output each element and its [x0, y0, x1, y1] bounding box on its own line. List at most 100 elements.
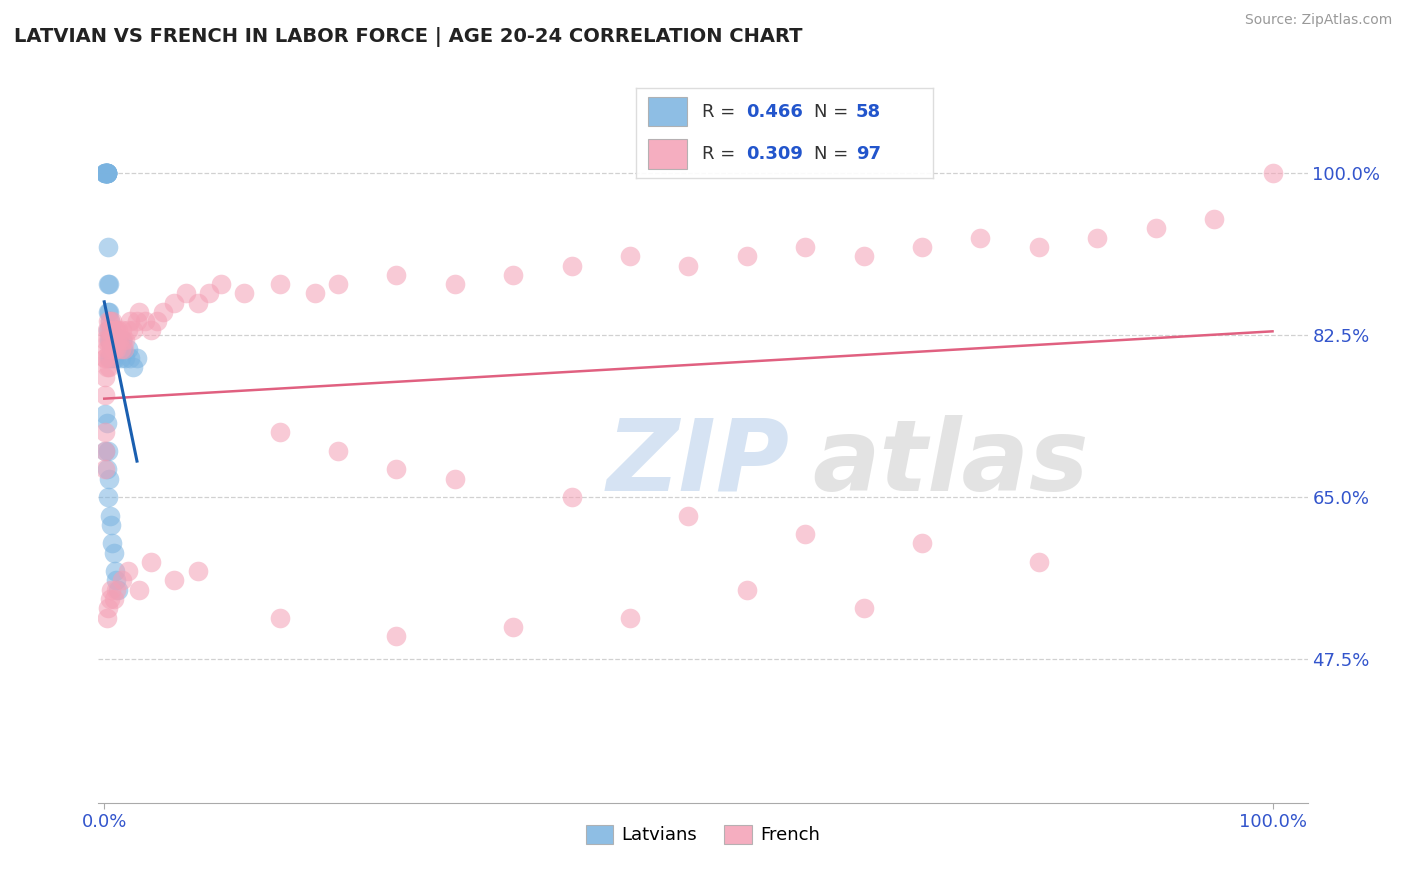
Point [735, 582, 758, 597]
Point [94, 166, 117, 180]
Point [108, 333, 131, 347]
Point [96, 610, 118, 624]
Text: LATVIAN VS FRENCH IN LABOR FORCE | AGE 20-24 CORRELATION CHART: LATVIAN VS FRENCH IN LABOR FORCE | AGE 2… [14, 27, 803, 46]
Point [94, 407, 117, 421]
Point [502, 620, 524, 634]
Point [97, 360, 120, 375]
Point [103, 592, 125, 607]
Point [96, 166, 118, 180]
Point [117, 342, 139, 356]
Point [97, 277, 120, 291]
Point [97, 305, 120, 319]
Point [97, 323, 120, 337]
Point [107, 582, 129, 597]
Point [114, 333, 136, 347]
Point [98, 314, 121, 328]
Point [1261, 166, 1284, 180]
Point [969, 231, 991, 245]
Point [134, 314, 156, 328]
Point [107, 333, 129, 347]
Point [97, 323, 120, 337]
Point [735, 249, 758, 263]
Point [103, 333, 125, 347]
Point [794, 240, 817, 254]
Point [1028, 240, 1050, 254]
Point [94, 166, 117, 180]
Point [502, 268, 524, 282]
Point [101, 536, 124, 550]
Point [304, 286, 326, 301]
Point [104, 342, 127, 356]
Point [97, 472, 120, 486]
Point [98, 333, 121, 347]
Point [98, 351, 121, 366]
Point [678, 508, 700, 523]
Point [103, 351, 125, 366]
Point [97, 342, 120, 356]
Point [100, 517, 122, 532]
Point [110, 342, 132, 356]
Point [94, 351, 117, 366]
Point [139, 323, 162, 337]
Point [104, 333, 127, 347]
Point [96, 166, 118, 180]
Point [97, 240, 120, 254]
Point [96, 166, 118, 180]
Point [118, 351, 141, 366]
Point [152, 305, 174, 319]
Point [111, 574, 134, 588]
Point [326, 443, 349, 458]
Point [111, 333, 134, 347]
Point [128, 582, 150, 597]
Point [96, 166, 118, 180]
Point [100, 342, 122, 356]
Point [209, 277, 232, 291]
Point [118, 314, 141, 328]
Point [104, 351, 127, 366]
Point [100, 342, 122, 356]
Point [97, 351, 120, 366]
Point [100, 323, 122, 337]
Point [187, 564, 209, 578]
Point [94, 388, 117, 402]
Point [94, 166, 117, 180]
Point [96, 166, 118, 180]
Point [108, 342, 131, 356]
Point [385, 629, 408, 643]
Point [174, 286, 197, 301]
Point [97, 277, 120, 291]
Point [443, 472, 465, 486]
Point [125, 351, 148, 366]
Text: atlas: atlas [811, 415, 1088, 512]
Point [96, 462, 118, 476]
Point [163, 574, 186, 588]
Point [385, 268, 408, 282]
Point [104, 574, 127, 588]
Legend: Latvians, French: Latvians, French [578, 818, 828, 852]
Point [98, 592, 121, 607]
Point [112, 342, 135, 356]
Point [100, 582, 122, 597]
Point [110, 351, 132, 366]
Point [97, 490, 120, 504]
Point [678, 259, 700, 273]
Point [104, 333, 127, 347]
Point [97, 333, 120, 347]
Point [114, 351, 136, 366]
Point [269, 610, 291, 624]
Point [111, 323, 134, 337]
Point [619, 610, 641, 624]
Point [101, 333, 124, 347]
Point [187, 295, 209, 310]
Point [1028, 555, 1050, 569]
Point [101, 314, 124, 328]
Point [852, 249, 875, 263]
Point [125, 314, 148, 328]
Point [911, 240, 934, 254]
Point [96, 416, 118, 430]
Point [103, 342, 125, 356]
Point [98, 314, 121, 328]
Point [94, 443, 117, 458]
Point [97, 601, 120, 615]
Point [269, 425, 291, 440]
